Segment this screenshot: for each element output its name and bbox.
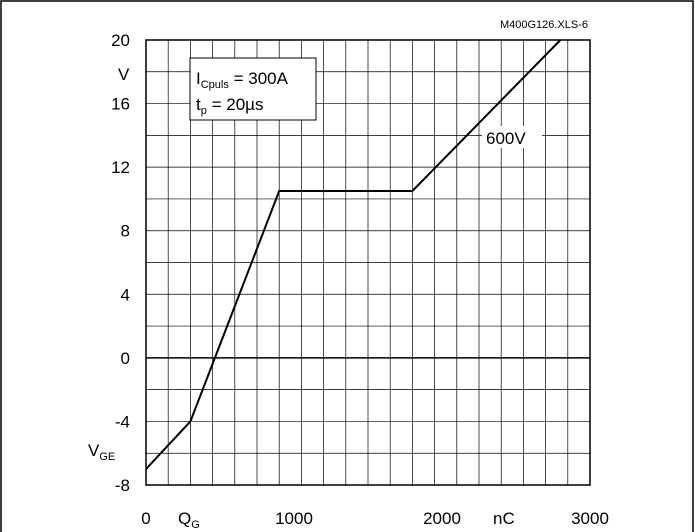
y-tick-label: -4 <box>115 412 130 431</box>
x-axis-label-main: Q <box>178 509 191 528</box>
y-axis-label-sub: GE <box>99 451 115 463</box>
x-tick-label: 3000 <box>571 509 609 528</box>
y-axis-label: VGE <box>88 441 115 463</box>
series-label: 600V <box>486 129 526 148</box>
y-tick-label: -8 <box>115 476 130 495</box>
y-tick-label: 8 <box>121 222 130 241</box>
x-tick-label: 2000 <box>423 509 461 528</box>
annotation-box <box>189 57 317 121</box>
series-line <box>145 39 562 470</box>
series-layer <box>145 39 562 470</box>
annotation-line-2: tp = 20µs <box>196 95 263 117</box>
plot-border <box>145 39 591 486</box>
annotation-2-sub: p <box>201 105 207 117</box>
y-tick-label: 16 <box>111 95 130 114</box>
x-tick-label: 0 <box>141 509 150 528</box>
y-tick-labels: 20 16 12 8 4 0 -4 -8 <box>111 31 130 495</box>
y-tick-label: 0 <box>121 349 130 368</box>
x-tick-labels: 0 1000 2000 3000 <box>141 509 609 528</box>
y-tick-label: 20 <box>111 31 130 50</box>
x-axis-label: QG <box>178 509 200 531</box>
y-axis-label-main: V <box>88 441 100 460</box>
chart-code: M400G126.XLS-6 <box>500 19 588 31</box>
y-unit-label: V <box>118 65 130 84</box>
x-unit-label: nC <box>493 509 515 528</box>
annotation-1-rest: = 300A <box>229 69 289 88</box>
y-tick-label: 12 <box>111 158 130 177</box>
annotation-line-1: ICpuls = 300A <box>196 69 289 91</box>
series-label-bg <box>482 126 542 148</box>
annotation-2-rest: = 20µs <box>207 95 264 114</box>
annotation-2-main: t <box>196 95 201 114</box>
x-axis-label-sub: G <box>191 519 200 531</box>
x-tick-label: 1000 <box>275 509 313 528</box>
y-tick-label: 4 <box>121 285 130 304</box>
annotation-1-sub: Cpuls <box>201 79 230 91</box>
annotation-1-main: I <box>196 69 201 88</box>
